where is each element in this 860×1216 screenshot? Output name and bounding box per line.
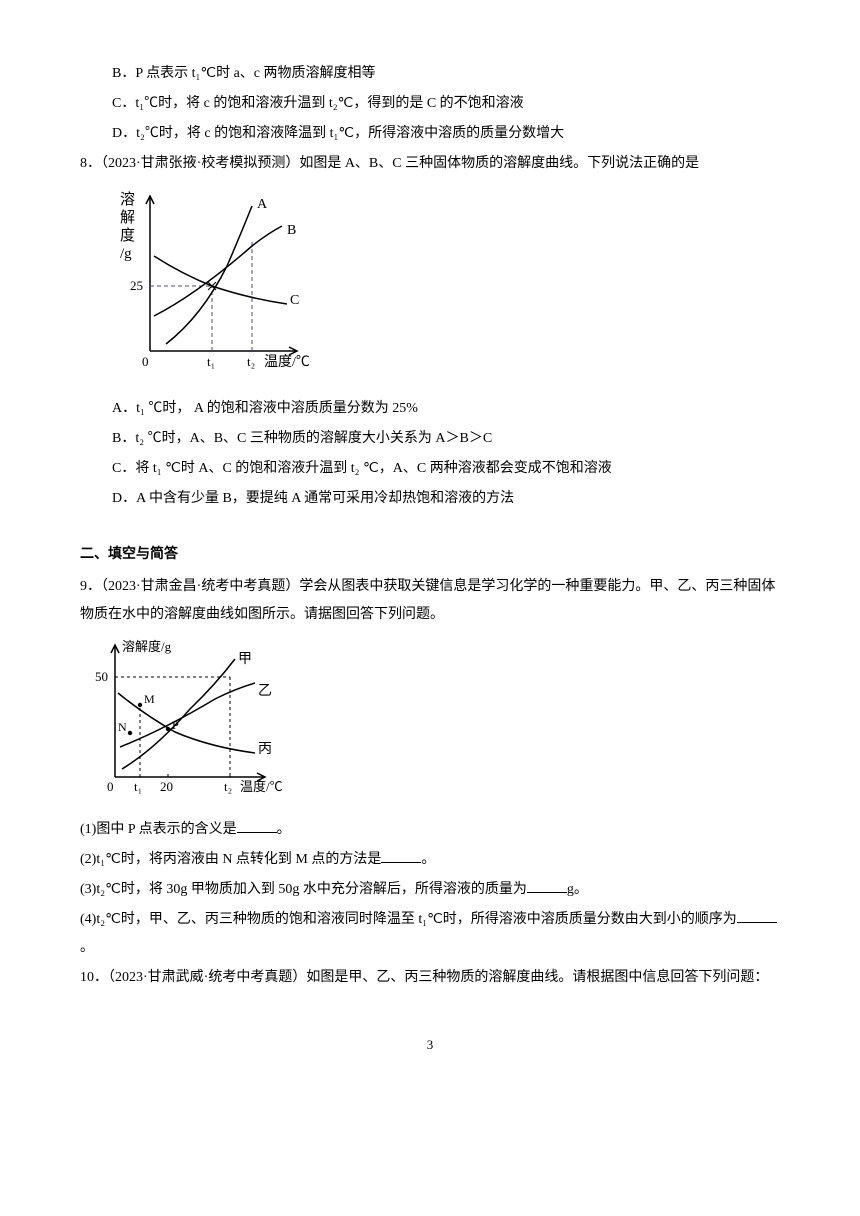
q9-p2-b: 。 xyxy=(421,852,435,867)
svg-text:M: M xyxy=(144,692,155,706)
svg-text:C: C xyxy=(290,293,299,308)
svg-text:乙: 乙 xyxy=(258,683,272,699)
svg-text:/g: /g xyxy=(120,246,132,262)
svg-text:甲: 甲 xyxy=(238,652,252,667)
q8-stem: 8．（2023·甘肃张掖·校考模拟预测）如图是 A、B、C 三种固体物质的溶解度… xyxy=(80,150,780,178)
q9-p3-a: (3)t₂℃时，将 30g 甲物质加入到 50g 水中充分溶解后，所得溶液的质量… xyxy=(80,882,527,897)
svg-text:t₂: t₂ xyxy=(247,354,255,369)
svg-text:解: 解 xyxy=(120,209,135,226)
svg-text:A: A xyxy=(257,197,268,212)
svg-text:50: 50 xyxy=(95,669,108,684)
q7-option-c: C．t₁℃时，将 c 的饱和溶液升温到 t₂℃，得到的是 C 的不饱和溶液 xyxy=(112,90,780,118)
q9-p4-a: (4)t₂℃时，甲、乙、丙三种物质的饱和溶液同时降温至 t₁℃时，所得溶液中溶质… xyxy=(80,912,737,927)
q9-p1-b: 。 xyxy=(277,822,291,837)
svg-text:t₁: t₁ xyxy=(207,354,215,369)
q8-option-c: C．将 t₁ ℃时 A、C 的饱和溶液升温到 t₂ ℃，A、C 两种溶液都会变成… xyxy=(112,455,780,483)
svg-text:20: 20 xyxy=(160,779,173,794)
q10-stem: 10．（2023·甘肃武威·统考中考真题）如图是甲、乙、丙三种物质的溶解度曲线。… xyxy=(80,964,780,992)
q7-option-d: D．t₂℃时，将 c 的饱和溶液降温到 t₁℃，所得溶液中溶质的质量分数增大 xyxy=(112,120,780,148)
svg-text:度: 度 xyxy=(120,227,135,244)
section-2-title: 二、填空与简答 xyxy=(80,541,780,569)
svg-text:N: N xyxy=(118,720,127,734)
svg-text:丙: 丙 xyxy=(258,742,272,757)
blank-1[interactable] xyxy=(237,818,277,833)
q9-p4-b: 。 xyxy=(80,940,94,955)
q9-chart: 溶解度/g 50 甲 乙 丙 M N P 0 t₁ 20 t₂ 温度/℃ xyxy=(80,637,780,808)
q8-option-d: D．A 中含有少量 B，要提纯 A 通常可采用冷却热饱和溶液的方法 xyxy=(112,485,780,513)
q9-p2-a: (2)t₁℃时，将丙溶液由 N 点转化到 M 点的方法是 xyxy=(80,852,381,867)
q9-stem: 9．（2023·甘肃金昌·统考中考真题）学会从图表中获取关键信息是学习化学的一种… xyxy=(80,573,780,629)
q7-option-b: B．P 点表示 t₁℃时 a、c 两物质溶解度相等 xyxy=(112,60,780,88)
svg-text:t₂: t₂ xyxy=(224,779,232,794)
blank-4[interactable] xyxy=(737,908,777,923)
q9-p3-b: g。 xyxy=(567,882,588,897)
q8-chart: 溶 解 度 /g 25 A B C 0 t₁ t₂ 温度/℃ xyxy=(112,186,780,387)
svg-text:25: 25 xyxy=(130,278,143,293)
blank-2[interactable] xyxy=(381,848,421,863)
page-number: 3 xyxy=(80,1032,780,1058)
svg-text:溶: 溶 xyxy=(120,191,135,208)
svg-text:B: B xyxy=(287,223,296,238)
q9-p4: (4)t₂℃时，甲、乙、丙三种物质的饱和溶液同时降温至 t₁℃时，所得溶液中溶质… xyxy=(80,906,780,962)
q9-p2: (2)t₁℃时，将丙溶液由 N 点转化到 M 点的方法是 。 xyxy=(80,846,780,874)
svg-text:t₁: t₁ xyxy=(134,779,142,794)
svg-text:0: 0 xyxy=(142,354,149,369)
svg-text:P: P xyxy=(172,718,179,732)
q9-p1-a: (1)图中 P 点表示的含义是 xyxy=(80,822,237,837)
q8-option-b: B．t₂ ℃时，A、B、C 三种物质的溶解度大小关系为 A＞B＞C xyxy=(112,425,780,453)
q8-option-a: A．t₁ ℃时， A 的饱和溶液中溶质质量分数为 25% xyxy=(112,395,780,423)
blank-3[interactable] xyxy=(527,878,567,893)
svg-text:温度/℃: 温度/℃ xyxy=(240,779,283,794)
q9-p3: (3)t₂℃时，将 30g 甲物质加入到 50g 水中充分溶解后，所得溶液的质量… xyxy=(80,876,780,904)
svg-text:温度/℃: 温度/℃ xyxy=(264,354,310,370)
svg-text:溶解度/g: 溶解度/g xyxy=(122,639,172,654)
q9-p1: (1)图中 P 点表示的含义是 。 xyxy=(80,816,780,844)
svg-text:0: 0 xyxy=(107,779,114,794)
